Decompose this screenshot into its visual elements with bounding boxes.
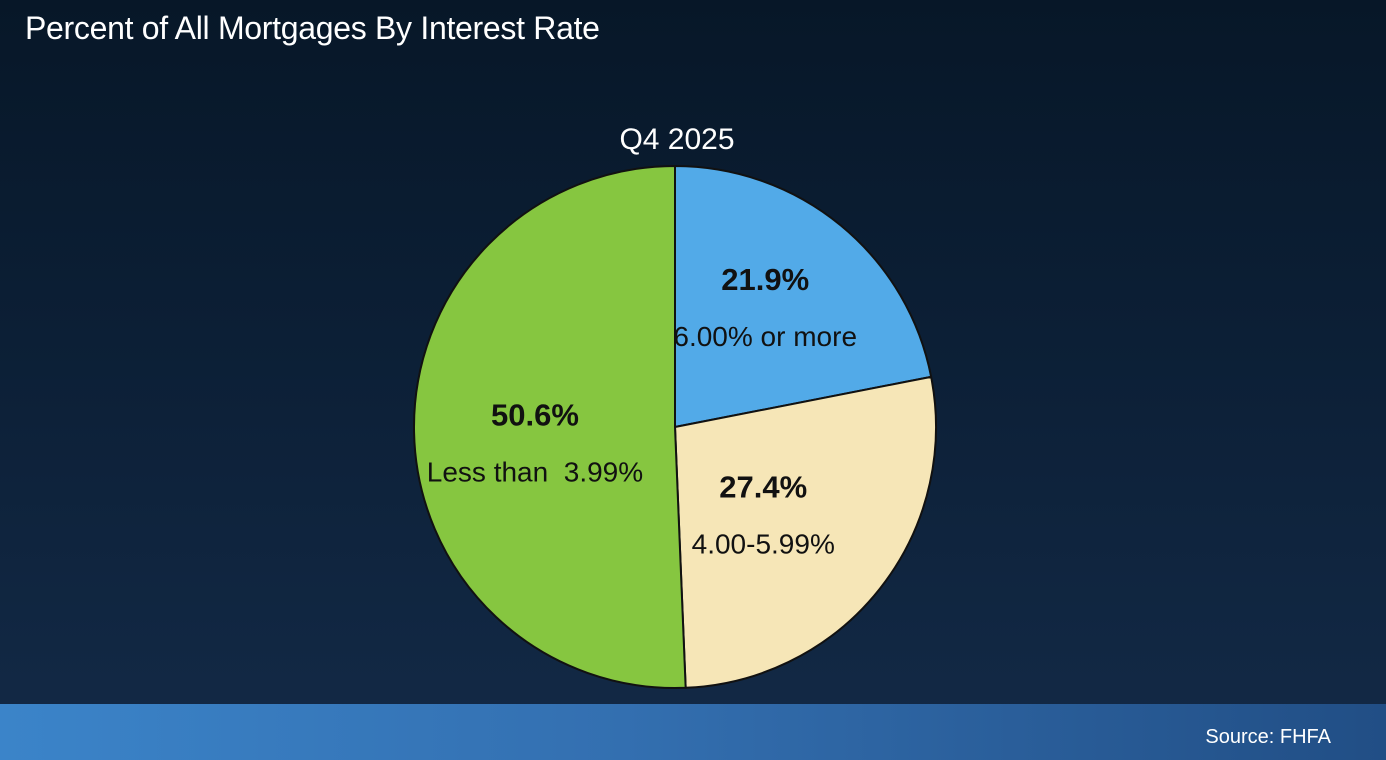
slice-value-label: 50.6% <box>491 397 579 432</box>
pie-slices <box>413 165 937 689</box>
slice-category-label: 6.00% or more <box>673 321 857 352</box>
pie-chart: 21.9% 6.00% or more 27.4% 4.00-5.99% 50.6% Le… <box>413 165 937 689</box>
chart-subtitle: Q4 2025 <box>619 123 735 156</box>
slice-value-label: 27.4% <box>719 469 807 504</box>
pie-slice-less-than-3-99 <box>413 165 687 689</box>
slice-category-label: 4.00-5.99% <box>692 528 835 559</box>
page-title: Percent of All Mortgages By Interest Rat… <box>25 10 600 46</box>
slice-category-label: Less than 3.99% <box>427 456 643 487</box>
slice-value-label: 21.9% <box>721 262 809 297</box>
pie-slice-6-00-or-more <box>674 165 933 428</box>
pie-labels: 21.9% 6.00% or more 27.4% 4.00-5.99% 50.6% Le… <box>427 262 857 559</box>
footer-bar: Source: FHFA <box>0 704 1386 760</box>
pie-slice-4-00-5-99 <box>674 375 937 689</box>
source-note: Source: FHFA <box>1205 726 1331 748</box>
